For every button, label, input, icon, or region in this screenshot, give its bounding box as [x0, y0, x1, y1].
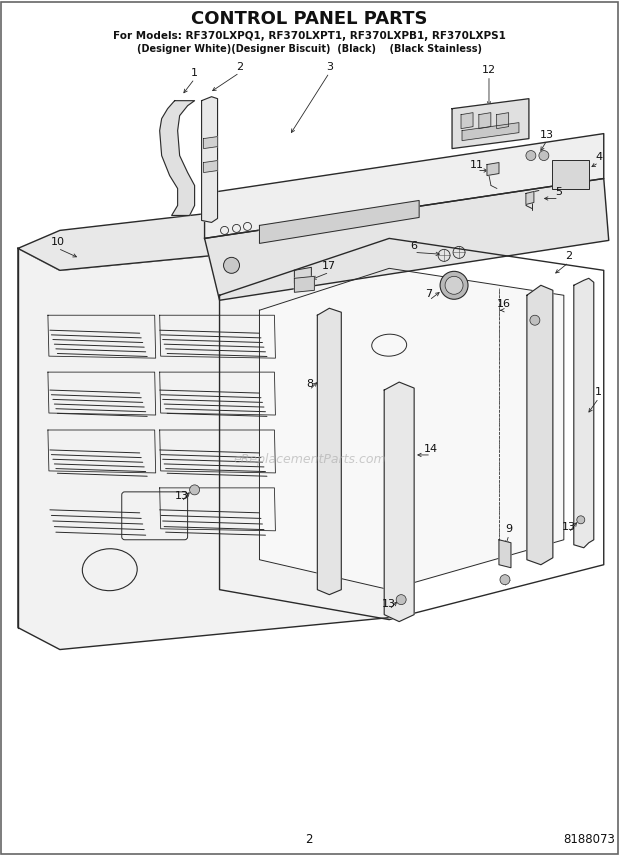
- Text: 13: 13: [562, 522, 576, 532]
- Circle shape: [500, 574, 510, 585]
- Text: 4: 4: [595, 152, 602, 162]
- Circle shape: [396, 595, 406, 604]
- Circle shape: [190, 484, 200, 495]
- Polygon shape: [527, 285, 553, 565]
- Text: 16: 16: [497, 300, 511, 309]
- Polygon shape: [294, 267, 311, 283]
- Text: 8: 8: [306, 379, 313, 389]
- Text: 2: 2: [565, 252, 572, 261]
- Polygon shape: [294, 276, 314, 292]
- Polygon shape: [259, 268, 564, 590]
- Polygon shape: [499, 540, 511, 568]
- Text: CONTROL PANEL PARTS: CONTROL PANEL PARTS: [191, 10, 428, 28]
- Polygon shape: [574, 278, 594, 548]
- Polygon shape: [205, 134, 604, 238]
- Text: For Models: RF370LXPQ1, RF370LXPT1, RF370LXPB1, RF370LXPS1: For Models: RF370LXPQ1, RF370LXPT1, RF37…: [113, 31, 506, 41]
- Text: 8188073: 8188073: [563, 833, 614, 846]
- Text: 1: 1: [191, 68, 198, 78]
- Circle shape: [526, 151, 536, 161]
- Text: 5: 5: [556, 187, 562, 198]
- Text: 13: 13: [382, 598, 396, 609]
- FancyBboxPatch shape: [552, 159, 589, 189]
- Text: 7: 7: [425, 289, 433, 300]
- Polygon shape: [202, 97, 218, 223]
- Circle shape: [539, 151, 549, 161]
- Circle shape: [224, 258, 239, 273]
- Polygon shape: [160, 101, 195, 216]
- Polygon shape: [18, 238, 389, 650]
- Text: 14: 14: [424, 444, 438, 454]
- Polygon shape: [497, 113, 508, 128]
- Text: 1: 1: [595, 387, 602, 397]
- Text: eReplacementParts.com: eReplacementParts.com: [233, 454, 386, 467]
- Circle shape: [530, 315, 540, 325]
- Polygon shape: [259, 200, 419, 243]
- Polygon shape: [317, 308, 341, 595]
- Polygon shape: [487, 163, 499, 175]
- Polygon shape: [526, 192, 534, 205]
- Text: 17: 17: [322, 261, 337, 271]
- Text: 3: 3: [326, 62, 333, 72]
- Text: 6: 6: [410, 241, 418, 252]
- Polygon shape: [18, 193, 389, 270]
- Circle shape: [577, 516, 585, 524]
- Polygon shape: [205, 179, 609, 300]
- Polygon shape: [462, 122, 519, 140]
- Circle shape: [440, 271, 468, 300]
- Text: 10: 10: [51, 237, 65, 247]
- Polygon shape: [479, 113, 491, 128]
- Text: 11: 11: [470, 159, 484, 169]
- Text: 13: 13: [175, 490, 188, 501]
- Text: 9: 9: [505, 524, 513, 534]
- Text: 2: 2: [306, 833, 313, 846]
- Polygon shape: [203, 161, 218, 173]
- Polygon shape: [452, 98, 529, 149]
- Text: 2: 2: [236, 62, 243, 72]
- Polygon shape: [203, 137, 218, 149]
- Circle shape: [445, 276, 463, 294]
- Polygon shape: [461, 113, 473, 128]
- Text: (Designer White)(Designer Biscuit)  (Black)    (Black Stainless): (Designer White)(Designer Biscuit) (Blac…: [137, 44, 482, 54]
- Text: 13: 13: [540, 129, 554, 140]
- Polygon shape: [384, 382, 414, 621]
- Text: 12: 12: [482, 65, 496, 74]
